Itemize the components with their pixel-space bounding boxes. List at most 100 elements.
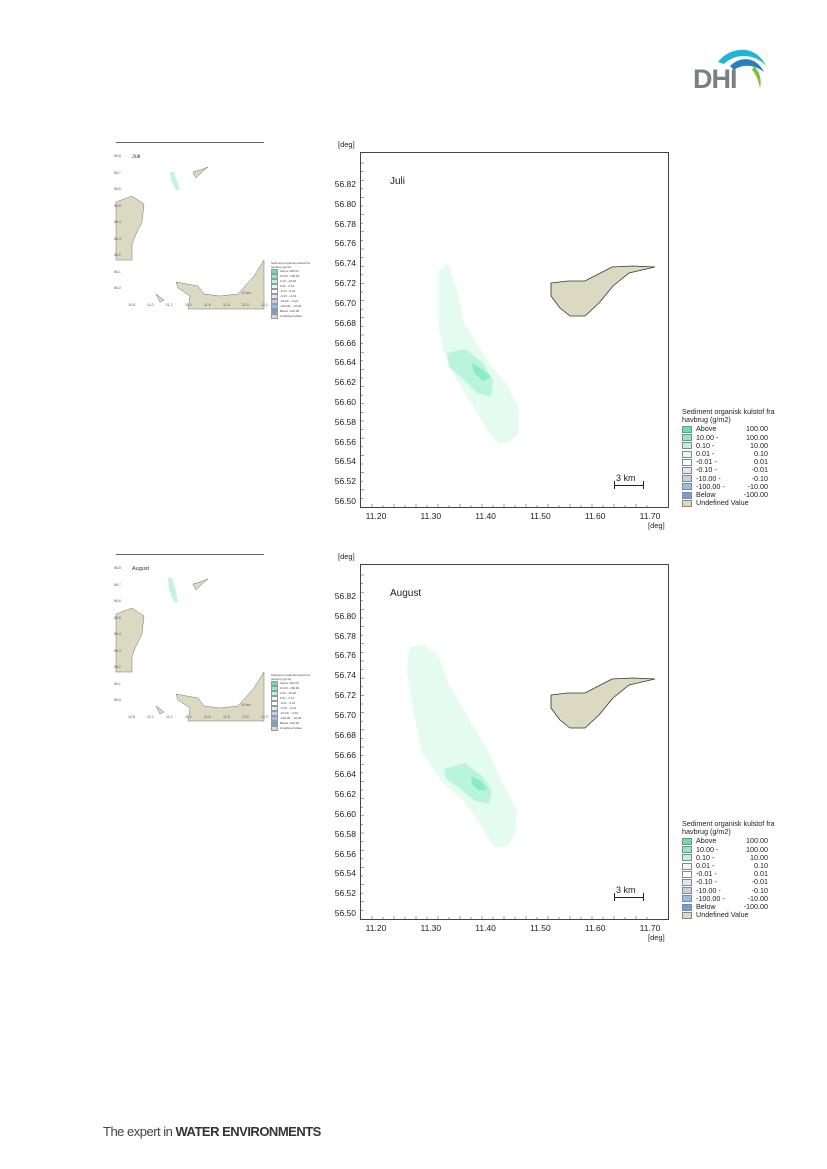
legend-swatch xyxy=(682,870,692,878)
legend-row: 0.01 - 0.10 xyxy=(682,448,792,458)
thumbnail-legend-label: 0.10 - 10.00 xyxy=(280,690,297,695)
thumbnail-x-label: 12.0 xyxy=(242,303,249,307)
thumbnail-legend-title: Sediment organisk kulstof fra havbrug (g… xyxy=(271,673,310,681)
legend-range-from: 0.10 - xyxy=(696,852,715,862)
thumbnail-legend-swatch xyxy=(271,711,278,717)
map-canvas xyxy=(361,162,656,507)
plume-low-concentration xyxy=(439,264,519,443)
y-tick-label: 56.78 xyxy=(334,218,356,229)
y-tick-label: 56.56 xyxy=(334,436,356,447)
legend: Sediment organisk kulstof fra havbrug (g… xyxy=(682,407,792,507)
y-tick-label: 56.50 xyxy=(334,496,356,506)
legend-row: Undefined Value xyxy=(682,910,792,919)
y-tick-label: 56.52 xyxy=(334,888,356,899)
scale-bar: 3 km xyxy=(614,885,648,903)
legend-swatch xyxy=(682,862,692,870)
legend-range-to: 100.00 xyxy=(746,844,768,854)
x-tick-label: 11.20 xyxy=(365,923,387,933)
thumbnail-y-label: 56.8 xyxy=(114,566,121,570)
thumbnail-coast-west xyxy=(115,195,145,261)
thumbnail-frame xyxy=(116,554,264,710)
thumbnail-x-label: 12.0 xyxy=(242,715,249,719)
scale-bar-tick-right xyxy=(643,893,644,901)
thumbnail-legend-swatch xyxy=(271,696,278,702)
thumbnail-legend-label: 0.01 - 0.10 xyxy=(280,695,295,700)
thumbnail-y-label: 56.1 xyxy=(114,681,121,686)
legend-row: 10.00 - 100.00 xyxy=(682,433,792,442)
legend-range-from: Above xyxy=(696,424,717,434)
thumbnail-legend-label: -100.00 - -10.00 xyxy=(280,303,302,308)
thumbnail-legend-swatch xyxy=(271,686,278,692)
legend-row: -100.00 - -10.00 xyxy=(682,893,792,903)
thumbnail-x-label: 11.8 xyxy=(223,715,230,719)
scale-bar-label: 3 km xyxy=(616,885,636,895)
legend-range-to: -10.00 xyxy=(747,893,768,903)
y-axis-unit: [deg] xyxy=(338,552,355,561)
legend-row: Above 100.00 xyxy=(682,425,792,433)
thumbnail-coast-south xyxy=(175,671,265,722)
legend-swatch xyxy=(682,450,692,458)
thumbnail-legend-swatch xyxy=(271,274,278,280)
thumbnail-legend: Sediment organisk kulstof fra havbrug (g… xyxy=(271,261,315,320)
y-axis-unit: [deg] xyxy=(338,140,355,149)
thumbnail-legend-row: -0.01 - 0.01 xyxy=(271,701,315,707)
scale-bar: 3 km xyxy=(614,473,648,491)
legend-row: Below -100.00 xyxy=(682,490,792,499)
legend-row: 0.10 - 10.00 xyxy=(682,852,792,862)
scale-bar-tick-left xyxy=(614,893,615,901)
y-tick-label: 56.50 xyxy=(334,908,356,918)
thumbnail-legend-row: Above 100.00 xyxy=(271,681,315,687)
y-tick-label: 56.52 xyxy=(334,476,356,487)
y-tick-label: 56.54 xyxy=(334,456,356,467)
map-month-label: Juli xyxy=(390,176,406,187)
scale-bar-line xyxy=(614,485,644,486)
legend: Sediment organisk kulstof fra havbrug (g… xyxy=(682,819,792,919)
thumbnail-y-label: 56.4 xyxy=(114,632,121,636)
legend-range-from: 0.01 - xyxy=(696,448,715,458)
thumbnail-legend-label: Undefined Value xyxy=(280,313,302,318)
thumbnail-legend-label: -10.00 - -0.10 xyxy=(280,298,299,303)
island-land xyxy=(550,677,656,729)
footer-prefix: The expert in xyxy=(103,1124,176,1139)
thumbnail-canvas xyxy=(115,578,265,722)
thumbnail-legend-label: 0.01 - 0.10 xyxy=(280,283,295,288)
legend-row: -10.00 - -0.10 xyxy=(682,473,792,483)
thumbnail-legend-row: Below -100.00 xyxy=(271,309,315,315)
thumbnail-legend-swatch xyxy=(271,284,278,290)
thumbnail-x-label: 11.0 xyxy=(147,715,154,719)
legend-range-to: -0.01 xyxy=(751,877,768,887)
legend-swatch xyxy=(682,903,692,911)
legend-row: -0.01 - 0.01 xyxy=(682,869,792,878)
thumbnail-legend-swatch xyxy=(271,289,278,295)
legend-swatch xyxy=(682,878,692,886)
legend-row: -0.10 - -0.01 xyxy=(682,466,792,474)
thumbnail-legend-label: -100.00 - -10.00 xyxy=(280,715,302,720)
thumbnail-map-august: August 56.8 56.7 56.6 56.5 56.4 56.3 56.2 56.1 56… xyxy=(108,546,328,732)
y-tick-label: 56.62 xyxy=(334,789,356,800)
legend-swatch xyxy=(682,434,692,442)
thumbnail-x-label: 10.8 xyxy=(128,715,135,719)
y-tick-label: 56.58 xyxy=(334,828,356,839)
thumbnail-legend-label: 10.00 - 100.00 xyxy=(280,685,300,690)
legend-swatch xyxy=(682,887,692,895)
y-tick-label: 56.70 xyxy=(334,297,356,308)
legend-range-from: -0.10 - xyxy=(696,465,717,475)
y-tick-label: 56.58 xyxy=(334,416,356,427)
legend-row: -0.10 - -0.01 xyxy=(682,878,792,886)
thumbnail-legend-row: 0.10 - 10.00 xyxy=(271,279,315,285)
legend-row: Undefined Value xyxy=(682,498,792,507)
x-tick-label: 11.50 xyxy=(530,923,551,933)
thumbnail-x-label: 11.6 xyxy=(204,303,211,307)
thumbnail-y-label: 56.0 xyxy=(114,286,121,290)
legend-range-from: -10.00 - xyxy=(696,473,721,483)
x-tick-label: 11.70 xyxy=(639,923,661,933)
thumbnail-y-label: 56.3 xyxy=(114,236,121,241)
y-tick-label: 56.82 xyxy=(334,591,356,601)
legend-range-to: 100.00 xyxy=(746,424,768,434)
thumbnail-plume xyxy=(168,578,178,602)
dhi-logo-text: DHI xyxy=(693,64,737,94)
plume-high-concentration xyxy=(472,363,491,381)
scale-bar-line xyxy=(614,897,644,898)
thumbnail-legend-row: 0.10 - 10.00 xyxy=(271,690,315,697)
thumbnail-legend-row: -100.00 - -10.00 xyxy=(271,715,315,722)
